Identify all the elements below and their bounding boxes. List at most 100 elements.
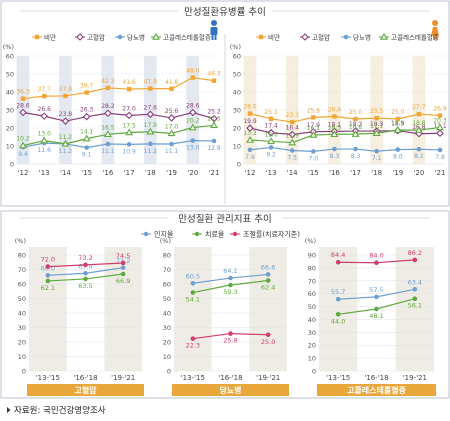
data-label-obesity: 25.5 — [370, 108, 384, 115]
period-band — [249, 247, 287, 371]
data-label-hypertension: 23.8 — [59, 111, 73, 118]
data-point-cholesterol — [309, 130, 318, 138]
data-point-cholesterol — [125, 128, 134, 136]
legend-label: 고혈압 — [87, 33, 105, 42]
data-label-obesity: 23.3 — [286, 112, 300, 119]
x-tick-label: '21 — [209, 169, 220, 177]
y-tick-label: 20 — [163, 339, 171, 347]
data-point-obesity — [211, 78, 217, 83]
y-tick-label: 30 — [18, 324, 26, 332]
series-line-obesity — [249, 113, 441, 123]
data-point-control — [374, 260, 379, 266]
x-tick-label: '19-'21 — [403, 374, 427, 382]
data-label-hypertension: 17.9 — [307, 122, 321, 129]
y-tick-label: 40 — [6, 89, 14, 97]
series-line-cholesterol — [22, 124, 215, 147]
data-point-treatment — [45, 278, 51, 284]
data-label-diabetes: 8.3 — [351, 153, 361, 160]
data-point-diabetes — [84, 145, 89, 150]
series-line-hypertension — [249, 127, 441, 136]
data-label-treatment: 59.3 — [223, 288, 237, 296]
data-label-cholesterol: 16.1 — [307, 125, 321, 132]
panel-title: 고혈압 — [74, 385, 97, 395]
data-label-cholesterol: 17.0 — [165, 123, 179, 130]
y-tick-label: 30 — [308, 329, 316, 337]
data-label-awareness: 57.5 — [369, 286, 383, 294]
data-label-control: 72.0 — [41, 256, 55, 264]
y-tick-label: 40 — [233, 89, 241, 97]
data-label-obesity: 37.8 — [59, 86, 73, 93]
y-tick-label: 50 — [163, 295, 171, 303]
legend-marker — [34, 34, 40, 40]
data-label-obesity: 26.4 — [328, 106, 342, 113]
data-label-obesity: 41.9 — [144, 79, 158, 86]
y-unit-label: (%) — [305, 237, 316, 245]
data-point-treatment — [83, 276, 88, 282]
data-point-obesity — [332, 114, 337, 119]
data-point-obesity — [437, 113, 443, 118]
legend-label: 비만 — [268, 33, 280, 42]
data-point-obesity — [290, 119, 295, 125]
data-label-control: 25.8 — [223, 337, 237, 345]
data-point-obesity — [63, 93, 68, 99]
y-tick-label: 30 — [6, 107, 14, 115]
data-label-cholesterol: 18.8 — [412, 120, 426, 127]
y-tick-label: 10 — [308, 355, 316, 363]
data-label-obesity: 46.3 — [207, 71, 221, 78]
data-label-cholesterol: 16.6 — [349, 124, 363, 131]
legend-label: 치료율 — [205, 230, 225, 239]
data-label-awareness: 66.6 — [261, 263, 275, 271]
legend-marker — [76, 33, 84, 41]
data-label-cholesterol: 17.1 — [370, 123, 384, 130]
x-tick-label: '19 — [392, 169, 403, 177]
y-tick-label: 10 — [6, 143, 14, 151]
legend-marker — [232, 231, 238, 237]
data-point-hypertension — [82, 112, 91, 121]
y-tick-label: 20 — [18, 339, 26, 347]
y-tick-label: 50 — [233, 71, 241, 79]
data-label-cholesterol: 20.3 — [433, 117, 447, 124]
y-tick-label: 60 — [6, 53, 14, 61]
data-point-obesity — [374, 115, 379, 121]
data-label-obesity: 27.7 — [412, 104, 426, 111]
x-tick-label: '16-'18 — [364, 374, 388, 382]
data-point-control — [265, 332, 271, 338]
y-tick-label: 80 — [308, 264, 316, 272]
y-unit-label: (%) — [230, 43, 241, 51]
female-prevalence-chart: 0 10 20 30 40 50 60 (%) '12 '13 '14 '15 '16 '17 '18 '19… — [230, 33, 447, 178]
data-label-obesity: 41.6 — [122, 79, 136, 86]
data-point-obesity — [268, 116, 274, 122]
x-tick-label: '17 — [350, 169, 361, 177]
data-label-treatment: 62.1 — [41, 284, 55, 292]
data-label-hypertension: 28.6 — [16, 103, 30, 110]
data-point-cholesterol — [188, 123, 197, 131]
y-tick-label: 50 — [6, 71, 14, 79]
data-point-cholesterol — [372, 129, 381, 136]
data-label-cholesterol: 14.1 — [80, 129, 94, 136]
data-point-obesity — [395, 116, 400, 122]
data-label-cholesterol: 11.2 — [59, 134, 73, 141]
y-unit-label: (%) — [15, 237, 26, 245]
data-label-obesity: 28.0 — [243, 104, 257, 111]
data-point-obesity — [353, 116, 358, 122]
data-label-cholesterol: 20.2 — [186, 118, 200, 125]
legend-marker — [152, 32, 160, 40]
y-unit-label: (%) — [3, 43, 14, 51]
data-point-diabetes — [311, 149, 316, 154]
legend-marker — [117, 34, 123, 40]
x-tick-label: '12 — [245, 169, 256, 177]
data-label-control: 73.2 — [78, 254, 92, 262]
section1-frame — [0, 0, 450, 207]
data-point-cholesterol — [167, 129, 176, 137]
data-label-treatment: 54.1 — [186, 296, 200, 304]
data-point-cholesterol — [330, 130, 339, 138]
y-tick-label: 20 — [6, 125, 14, 133]
data-point-obesity — [126, 86, 132, 92]
y-tick-label: 60 — [233, 53, 241, 61]
x-tick-label: '18 — [371, 169, 382, 177]
data-point-treatment — [120, 271, 126, 277]
data-label-hypertension: 27.0 — [122, 105, 136, 112]
data-point-awareness — [265, 272, 271, 277]
data-point-diabetes — [437, 147, 443, 153]
data-point-obesity — [105, 85, 111, 91]
